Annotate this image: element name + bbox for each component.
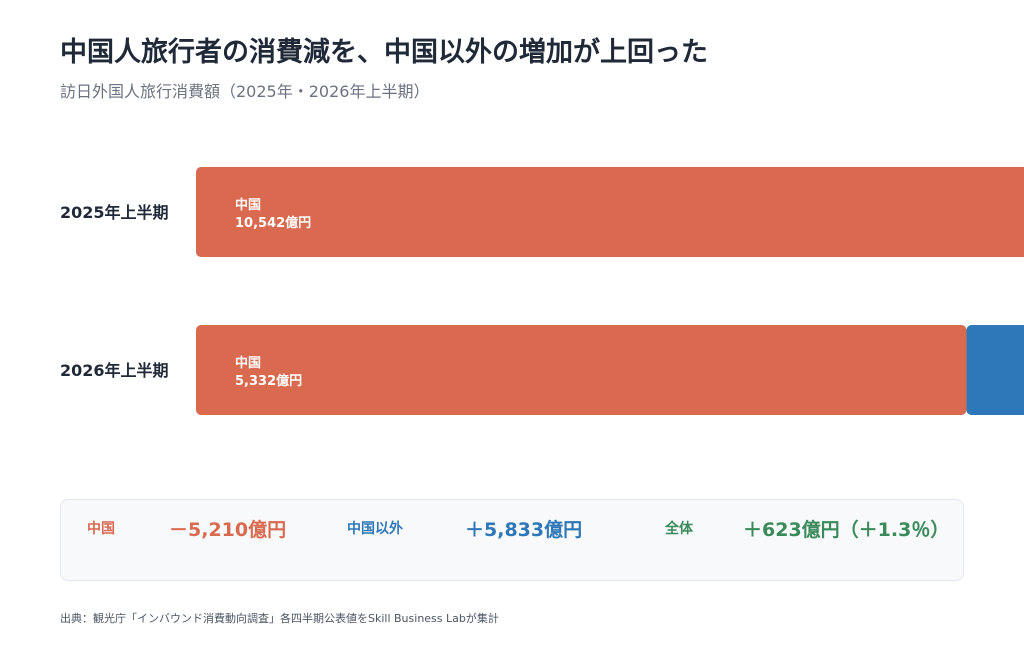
- summary-china-label: 中国: [87, 521, 115, 537]
- summary-panel: 中国 －5,210億円 中国以外 ＋5,833億円 全体 ＋623億円（＋1.3…: [60, 499, 964, 581]
- summary-china-value: －5,210億円: [169, 519, 287, 541]
- category-label: 2025年上半期: [60, 203, 169, 222]
- category-label: 2026年上半期: [60, 361, 169, 380]
- summary-others-value: ＋5,833億円: [465, 519, 583, 541]
- bar-label-name: 中国: [235, 197, 261, 213]
- bar-others: [966, 325, 1024, 415]
- chart-title: 中国人旅行者の消費減を、中国以外の増加が上回った: [60, 37, 708, 68]
- bar-label-name: 中国: [235, 355, 261, 371]
- summary-total-value: ＋623億円（＋1.3％）: [743, 519, 950, 541]
- bar-china: [196, 167, 1024, 257]
- bar-label-value: 10,542億円: [235, 215, 311, 231]
- chart-subtitle: 訪日外国人旅行消費額（2025年・2026年上半期）: [60, 82, 430, 101]
- bar-china: [196, 325, 967, 415]
- summary-others-label: 中国以外: [347, 521, 403, 537]
- summary-total-label: 全体: [665, 521, 693, 537]
- source-note: 出典：観光庁「インバウンド消費動向調査」各四半期公表値をSkill Busine…: [60, 612, 499, 625]
- bar-label-value: 5,332億円: [235, 373, 302, 389]
